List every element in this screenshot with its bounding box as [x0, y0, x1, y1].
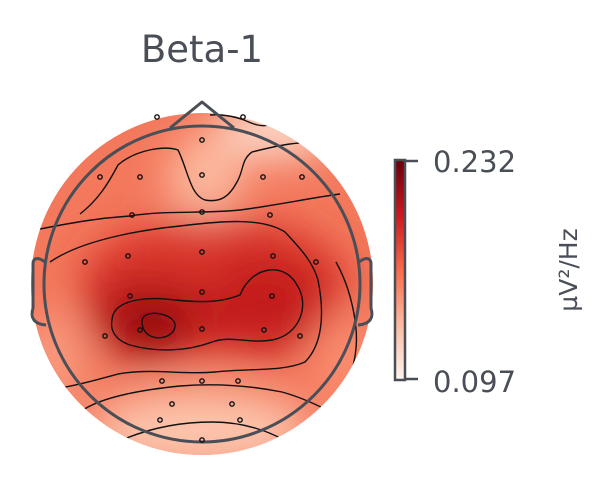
- sensor-dot-22: [199, 326, 205, 332]
- sensor-dot-4: [97, 174, 103, 180]
- sensor-dot-5: [137, 174, 143, 180]
- sensor-dot-17: [127, 293, 133, 299]
- sensor-dot-29: [229, 401, 235, 407]
- sensor-dot-26: [199, 378, 205, 384]
- colorbar-frame: [393, 158, 407, 382]
- sensor-dot-25: [159, 378, 165, 384]
- sensor-dot-15: [270, 253, 276, 259]
- sensor-dot-11: [267, 212, 273, 218]
- topomap-heatmap: [31, 113, 373, 455]
- sensor-dot-30: [157, 417, 163, 423]
- sensor-dot-24: [297, 333, 303, 339]
- colorbar-max-label: 0.232: [433, 145, 516, 179]
- sensor-dot-28: [169, 401, 175, 407]
- sensor-markers: [82, 114, 319, 443]
- sensor-dot-3: [199, 137, 205, 143]
- sensor-dot-13: [125, 253, 131, 259]
- colorbar-unit-label: µV²/Hz: [554, 228, 583, 311]
- sensor-dot-21: [137, 327, 143, 333]
- sensor-dot-31: [237, 417, 243, 423]
- sensor-dot-27: [235, 378, 241, 384]
- sensor-dot-19: [269, 293, 275, 299]
- sensor-dot-9: [129, 212, 135, 218]
- sensor-dot-6: [199, 172, 205, 178]
- sensor-dot-2: [240, 114, 246, 120]
- sensor-dot-23: [261, 327, 267, 333]
- sensor-dot-1: [154, 114, 160, 120]
- sensor-dot-18: [199, 289, 205, 295]
- sensor-dot-10: [199, 209, 205, 215]
- sensor-dot-12: [82, 259, 88, 265]
- sensor-dot-32: [199, 437, 205, 443]
- colorbar: 0.232 0.097 µV²/Hz: [393, 145, 583, 399]
- chart-title: Beta-1: [141, 28, 263, 71]
- sensor-dot-16: [313, 259, 319, 265]
- colorbar-min-label: 0.097: [433, 365, 516, 399]
- sensor-dot-20: [102, 333, 108, 339]
- sensor-dot-14: [199, 249, 205, 255]
- sensor-dot-8: [299, 174, 305, 180]
- sensor-dot-7: [260, 174, 266, 180]
- colorbar-gradient: [395, 160, 405, 380]
